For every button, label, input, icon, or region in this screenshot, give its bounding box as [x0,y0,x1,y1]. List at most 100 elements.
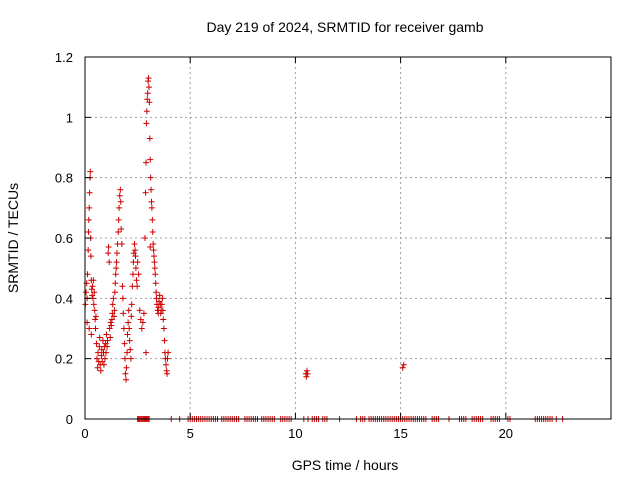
data-point [115,216,122,223]
data-point [151,259,158,266]
data-point [125,319,132,326]
data-point [85,247,92,254]
data-point [105,244,112,251]
y-tick-label: 1.2 [55,50,73,65]
data-point [125,307,132,314]
data-point [146,99,153,106]
data-point [87,168,94,175]
data-point [112,271,119,278]
data-point [164,355,171,362]
data-point [94,364,101,371]
data-point [108,322,115,329]
data-point [108,316,115,323]
data-point [107,334,114,341]
y-tick-label: 0.4 [55,291,73,306]
data-point [138,325,145,332]
data-point [111,313,118,320]
data-point [109,301,116,308]
data-point [145,84,152,91]
data-point [122,370,129,377]
data-point [304,370,311,377]
data-point [120,325,127,332]
data-point [86,325,93,332]
data-point [134,259,141,266]
data-point [119,295,126,302]
data-point [128,301,135,308]
data-point [111,289,118,296]
data-point [85,228,92,235]
x-tick-label: 10 [288,426,302,441]
data-point [148,204,155,211]
data-point [110,295,117,302]
data-point [111,307,118,314]
data-point [152,280,159,287]
data-point [91,307,98,314]
y-tick-label: 1 [66,110,73,125]
data-point [100,361,107,368]
data-point [164,370,171,377]
data-point [123,376,130,383]
data-point [132,253,139,260]
data-point [92,325,99,332]
data-point [161,337,168,344]
data-point [160,325,167,332]
data-point [143,108,150,115]
data-point [136,307,143,314]
data-point [147,244,154,251]
data-point [96,343,103,350]
data-point [90,301,97,308]
data-point [106,325,113,332]
data-point [112,280,119,287]
data-point [134,283,141,290]
data-point [132,247,139,254]
data-point [150,241,157,248]
data-point [84,271,91,278]
data-point [140,310,147,317]
data-point [148,198,155,205]
data-point [88,331,95,338]
data-point [113,259,120,266]
data-point [113,250,120,257]
data-point [113,265,120,272]
data-point [144,96,151,103]
data-point [116,204,123,211]
data-point [98,346,105,353]
data-point [163,361,170,368]
x-tick-label: 5 [187,426,194,441]
data-point [155,304,162,311]
y-tick-label: 0 [66,412,73,427]
data-point [139,319,146,326]
axis-ticks [84,56,611,420]
x-tick-label: 15 [393,426,407,441]
data-point [102,340,109,347]
data-point [153,295,160,302]
data-point [88,286,95,293]
data-point [117,186,124,193]
data-point [151,253,158,260]
data-point [156,292,163,299]
data-point [119,283,126,290]
data-point [89,292,96,299]
x-tick-label: 20 [499,426,513,441]
data-point [116,192,123,199]
data-point [144,90,151,97]
data-point [127,346,134,353]
grid-lines [85,57,611,419]
data-point [156,298,163,305]
data-point [130,250,137,257]
data-point [128,313,135,320]
data-point [137,316,144,323]
data-point [399,364,406,371]
data-point [400,361,407,368]
data-point [135,271,142,278]
data-point [159,307,166,314]
data-point [150,247,157,254]
data-point [103,331,110,338]
data-point [148,186,155,193]
data-point [126,337,133,344]
data-point [149,228,156,235]
data-point [127,355,134,362]
data-point [151,265,158,272]
chart-title: Day 219 of 2024, SRMTID for receiver gam… [206,19,483,35]
data-point [143,120,150,127]
